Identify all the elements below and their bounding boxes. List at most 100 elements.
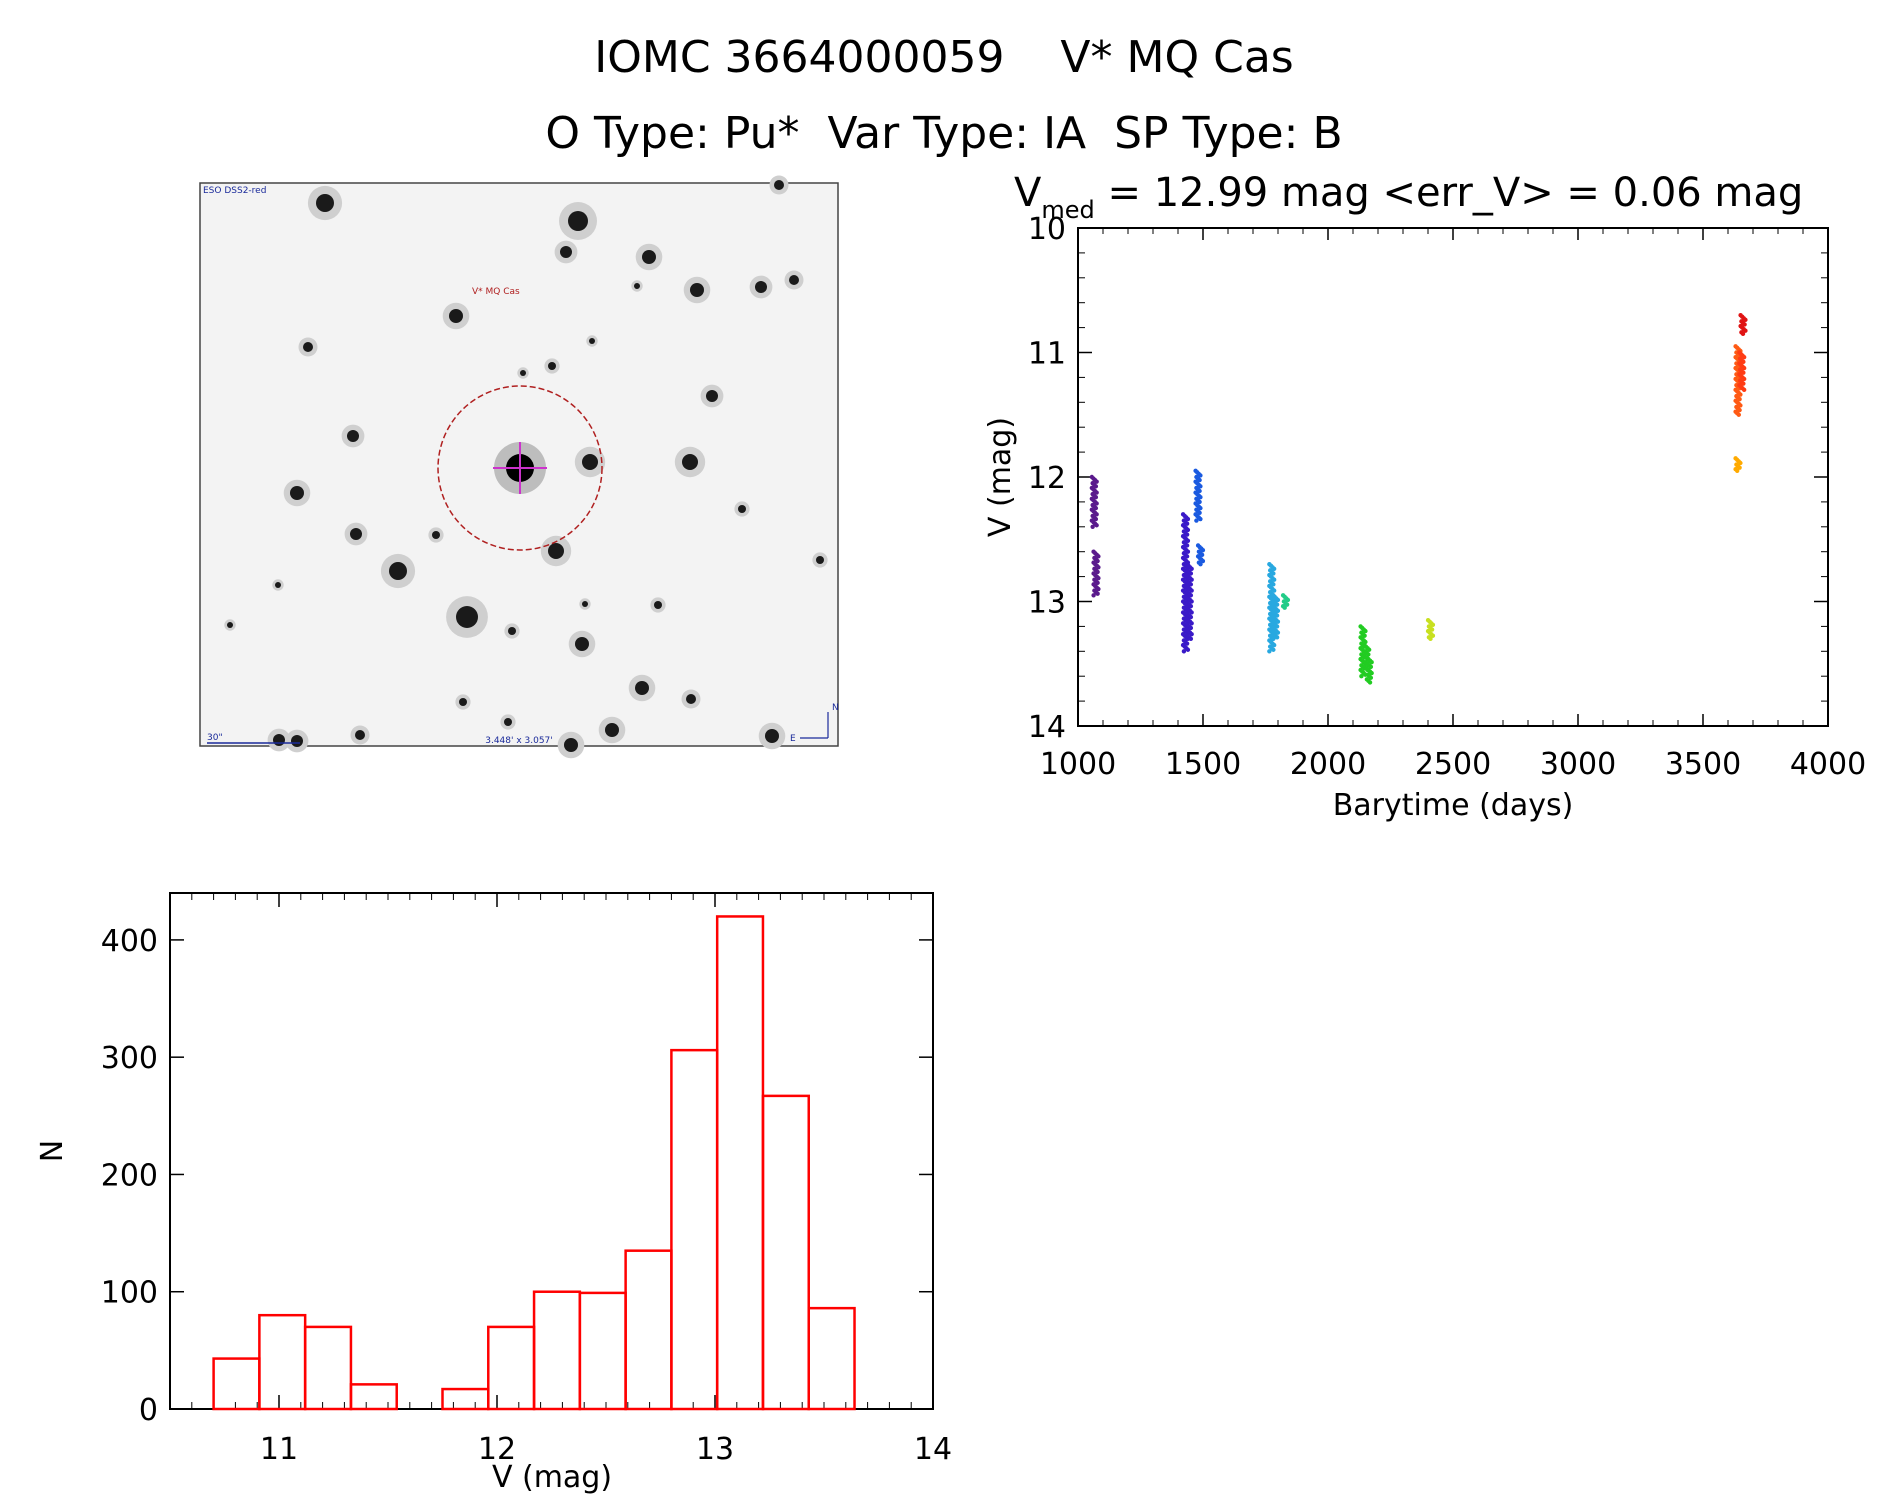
data-point	[1185, 516, 1191, 522]
x-tick-label: 1000	[1040, 747, 1116, 782]
finder-image: ESO DSS2-red V* MQ Cas 30" 3.448' x 3.05…	[199, 175, 839, 759]
data-point	[1274, 613, 1280, 618]
star	[290, 486, 304, 500]
data-point	[1743, 328, 1748, 333]
data-point	[1271, 577, 1277, 582]
data-point	[1094, 512, 1099, 517]
star	[755, 281, 767, 293]
data-point	[1741, 376, 1747, 382]
histogram-xlabel: V (mag)	[492, 1460, 612, 1494]
compass: N E	[790, 703, 839, 744]
data-point	[1093, 495, 1099, 500]
x-tick-label: 3500	[1665, 747, 1741, 782]
data-point	[1200, 547, 1206, 553]
data-point	[1188, 582, 1194, 587]
histogram-bars	[212, 915, 856, 1411]
histogram-bar	[258, 1313, 307, 1411]
data-point	[1737, 407, 1742, 413]
data-point	[1741, 354, 1747, 360]
data-point	[1185, 549, 1191, 554]
x-tick-label: 1500	[1165, 747, 1241, 782]
data-point	[1267, 649, 1272, 654]
light-curve-title: Vmed = 12.99 mag <err_V> = 0.06 mag	[1014, 170, 1803, 224]
data-point	[1198, 495, 1203, 500]
star	[303, 342, 313, 352]
star	[350, 528, 362, 540]
data-point	[1189, 621, 1194, 626]
star	[564, 738, 578, 752]
star	[273, 734, 285, 746]
histogram-bar	[441, 1387, 490, 1411]
data-point	[1184, 521, 1190, 526]
data-point	[1188, 614, 1194, 620]
data-point	[1275, 619, 1281, 624]
data-point	[1094, 479, 1099, 484]
data-point	[1094, 501, 1099, 506]
histogram-bar	[761, 1094, 810, 1411]
data-point	[1359, 674, 1364, 679]
data-point	[1428, 636, 1433, 642]
data-point	[1188, 625, 1194, 631]
histogram-bar	[487, 1325, 536, 1411]
data-point	[1430, 633, 1436, 638]
data-point	[1197, 488, 1202, 494]
star	[690, 283, 704, 297]
star	[605, 723, 619, 737]
data-point	[1271, 642, 1277, 648]
data-point	[1189, 588, 1194, 593]
light-curve-axes: 1000 1500 2000 2500 3000 3500 4000 10 11 12 13 14	[1028, 212, 1866, 782]
data-point	[1275, 608, 1281, 614]
data-point	[1184, 543, 1190, 548]
star	[459, 698, 467, 706]
y-tick-label: 100	[101, 1276, 158, 1311]
data-point	[1197, 499, 1202, 505]
data-point	[1093, 505, 1099, 511]
data-point	[1095, 569, 1100, 575]
data-point	[1184, 554, 1190, 559]
x-tick-label: 11	[260, 1432, 298, 1467]
data-point	[1188, 603, 1194, 609]
data-point	[1366, 647, 1372, 652]
star	[389, 562, 407, 580]
data-point	[1198, 516, 1203, 522]
star	[355, 730, 365, 740]
data-point	[1737, 465, 1742, 470]
data-point	[1282, 605, 1287, 610]
data-point	[1189, 631, 1194, 637]
star	[520, 370, 526, 376]
histogram-bar	[670, 1048, 719, 1411]
x-tick-label: 3000	[1540, 747, 1616, 782]
data-point	[1369, 670, 1374, 676]
data-point	[1093, 484, 1099, 489]
data-point	[1197, 477, 1202, 483]
data-point	[1271, 582, 1276, 587]
data-point	[1194, 518, 1199, 523]
histogram-axes: 11 12 13 14 0 100 200 300 400	[101, 893, 952, 1467]
data-point	[1189, 577, 1194, 582]
star	[568, 211, 588, 231]
star	[504, 718, 512, 726]
data-point	[1096, 586, 1101, 592]
data-point	[1185, 647, 1191, 652]
histogram-bar	[807, 1306, 856, 1411]
data-point	[1275, 630, 1281, 635]
histogram-bar	[715, 915, 765, 1411]
data-point	[1197, 510, 1202, 515]
figure-subtitle: O Type: Pu* Var Type: IA SP Type: B	[545, 108, 1342, 159]
east-label: E	[790, 734, 796, 744]
data-point	[1185, 527, 1191, 533]
y-tick-label: 12	[1028, 461, 1066, 496]
data-point	[1275, 597, 1281, 603]
data-point	[1271, 647, 1276, 652]
data-point	[1737, 396, 1742, 402]
data-point	[1188, 571, 1194, 576]
star	[575, 637, 589, 651]
data-point	[1270, 636, 1276, 642]
histogram-bar	[212, 1357, 261, 1411]
star	[508, 627, 516, 635]
histogram-chart: 11 12 13 14 0 100 200 300 400 V (mag) N	[35, 892, 952, 1494]
data-point	[1198, 473, 1203, 478]
star	[560, 246, 572, 258]
star	[582, 601, 588, 607]
data-point	[1271, 566, 1277, 572]
